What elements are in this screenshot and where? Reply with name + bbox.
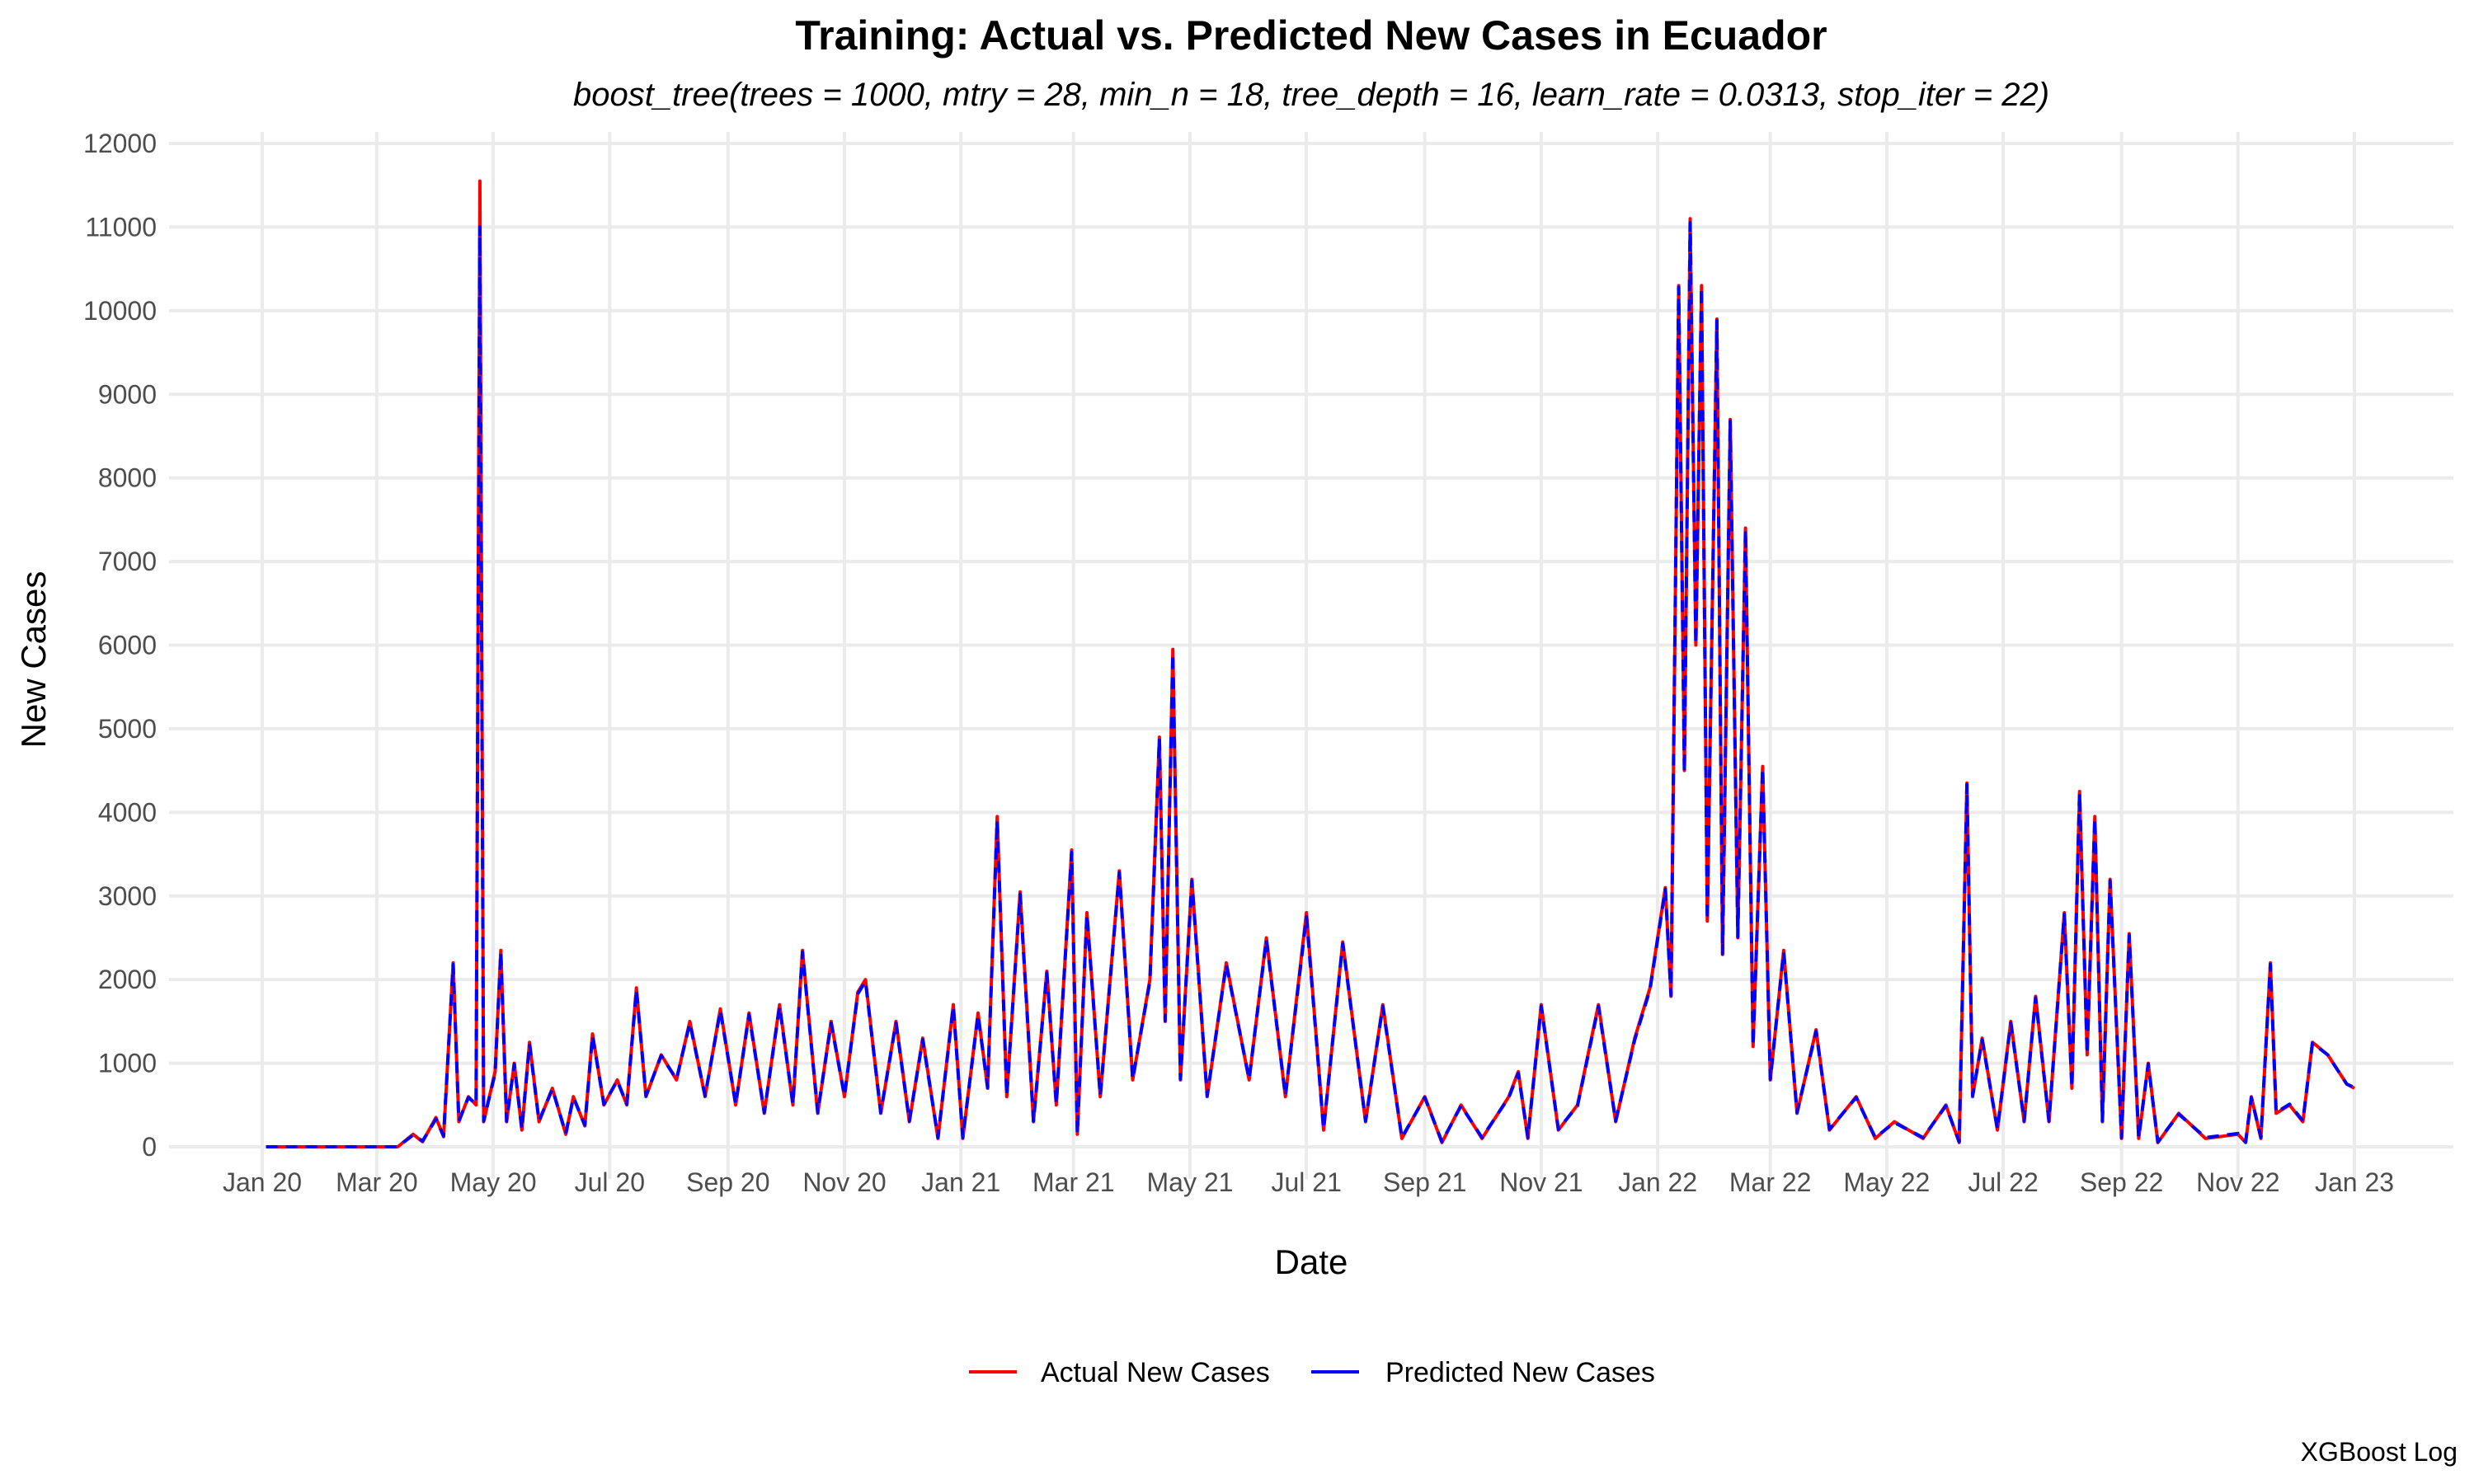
x-tick-label: Jan 23: [2315, 1167, 2394, 1197]
x-tick-label: Sep 22: [2080, 1167, 2163, 1197]
y-tick-label: 2000: [98, 965, 157, 994]
x-axis-ticks: Jan 20 Mar 20 May 20 Jul 20 Sep 20 Nov 20 Jan …: [223, 1167, 2394, 1197]
y-tick-label: 7000: [98, 547, 157, 576]
x-tick-label: Sep 20: [686, 1167, 769, 1197]
y-tick-label: 8000: [98, 463, 157, 493]
x-tick-label: Jul 22: [1968, 1167, 2038, 1197]
x-tick-label: May 20: [450, 1167, 537, 1197]
x-tick-label: Jul 20: [575, 1167, 645, 1197]
x-tick-label: Jan 20: [223, 1167, 302, 1197]
y-axis-ticks: 0 1000 2000 3000 4000 5000 6000 7000 8000 9000 100…: [83, 129, 157, 1162]
series-lines: [266, 179, 2355, 1148]
x-tick-label: Mar 20: [336, 1167, 418, 1197]
y-tick-label: 5000: [98, 714, 157, 744]
series-line-actual: [266, 179, 2355, 1148]
gridlines: [169, 132, 2453, 1179]
x-axis-title: Date: [1275, 1242, 1348, 1281]
x-tick-label: Nov 22: [2196, 1167, 2279, 1197]
x-tick-label: May 21: [1147, 1167, 1234, 1197]
y-axis-title: New Cases: [14, 571, 53, 749]
caption: XGBoost Log: [2301, 1437, 2458, 1467]
x-tick-label: Jul 21: [1271, 1167, 1341, 1197]
x-tick-label: May 22: [1843, 1167, 1930, 1197]
x-tick-label: Jan 22: [1618, 1167, 1697, 1197]
chart-title: Training: Actual vs. Predicted New Cases…: [795, 12, 1827, 59]
y-tick-label: 9000: [98, 379, 157, 409]
x-tick-label: Jan 21: [921, 1167, 1000, 1197]
y-tick-label: 0: [142, 1132, 157, 1162]
y-tick-label: 11000: [85, 212, 157, 242]
y-tick-label: 4000: [98, 797, 157, 827]
y-tick-label: 1000: [98, 1049, 157, 1078]
legend-label-actual: Actual New Cases: [1041, 1357, 1270, 1388]
x-tick-label: Mar 22: [1729, 1167, 1812, 1197]
series-line-predicted: [266, 221, 2355, 1148]
x-tick-label: Sep 21: [1383, 1167, 1466, 1197]
legend: Actual New Cases Predicted New Cases: [969, 1357, 1655, 1388]
y-tick-label: 10000: [83, 296, 157, 326]
legend-label-predicted: Predicted New Cases: [1385, 1357, 1655, 1388]
x-tick-label: Mar 21: [1032, 1167, 1115, 1197]
y-tick-label: 12000: [83, 129, 157, 158]
chart-subtitle: boost_tree(trees = 1000, mtry = 28, min_…: [573, 77, 2049, 113]
y-tick-label: 6000: [98, 631, 157, 660]
y-tick-label: 3000: [98, 881, 157, 911]
x-tick-label: Nov 21: [1499, 1167, 1583, 1197]
x-tick-label: Nov 20: [802, 1167, 886, 1197]
